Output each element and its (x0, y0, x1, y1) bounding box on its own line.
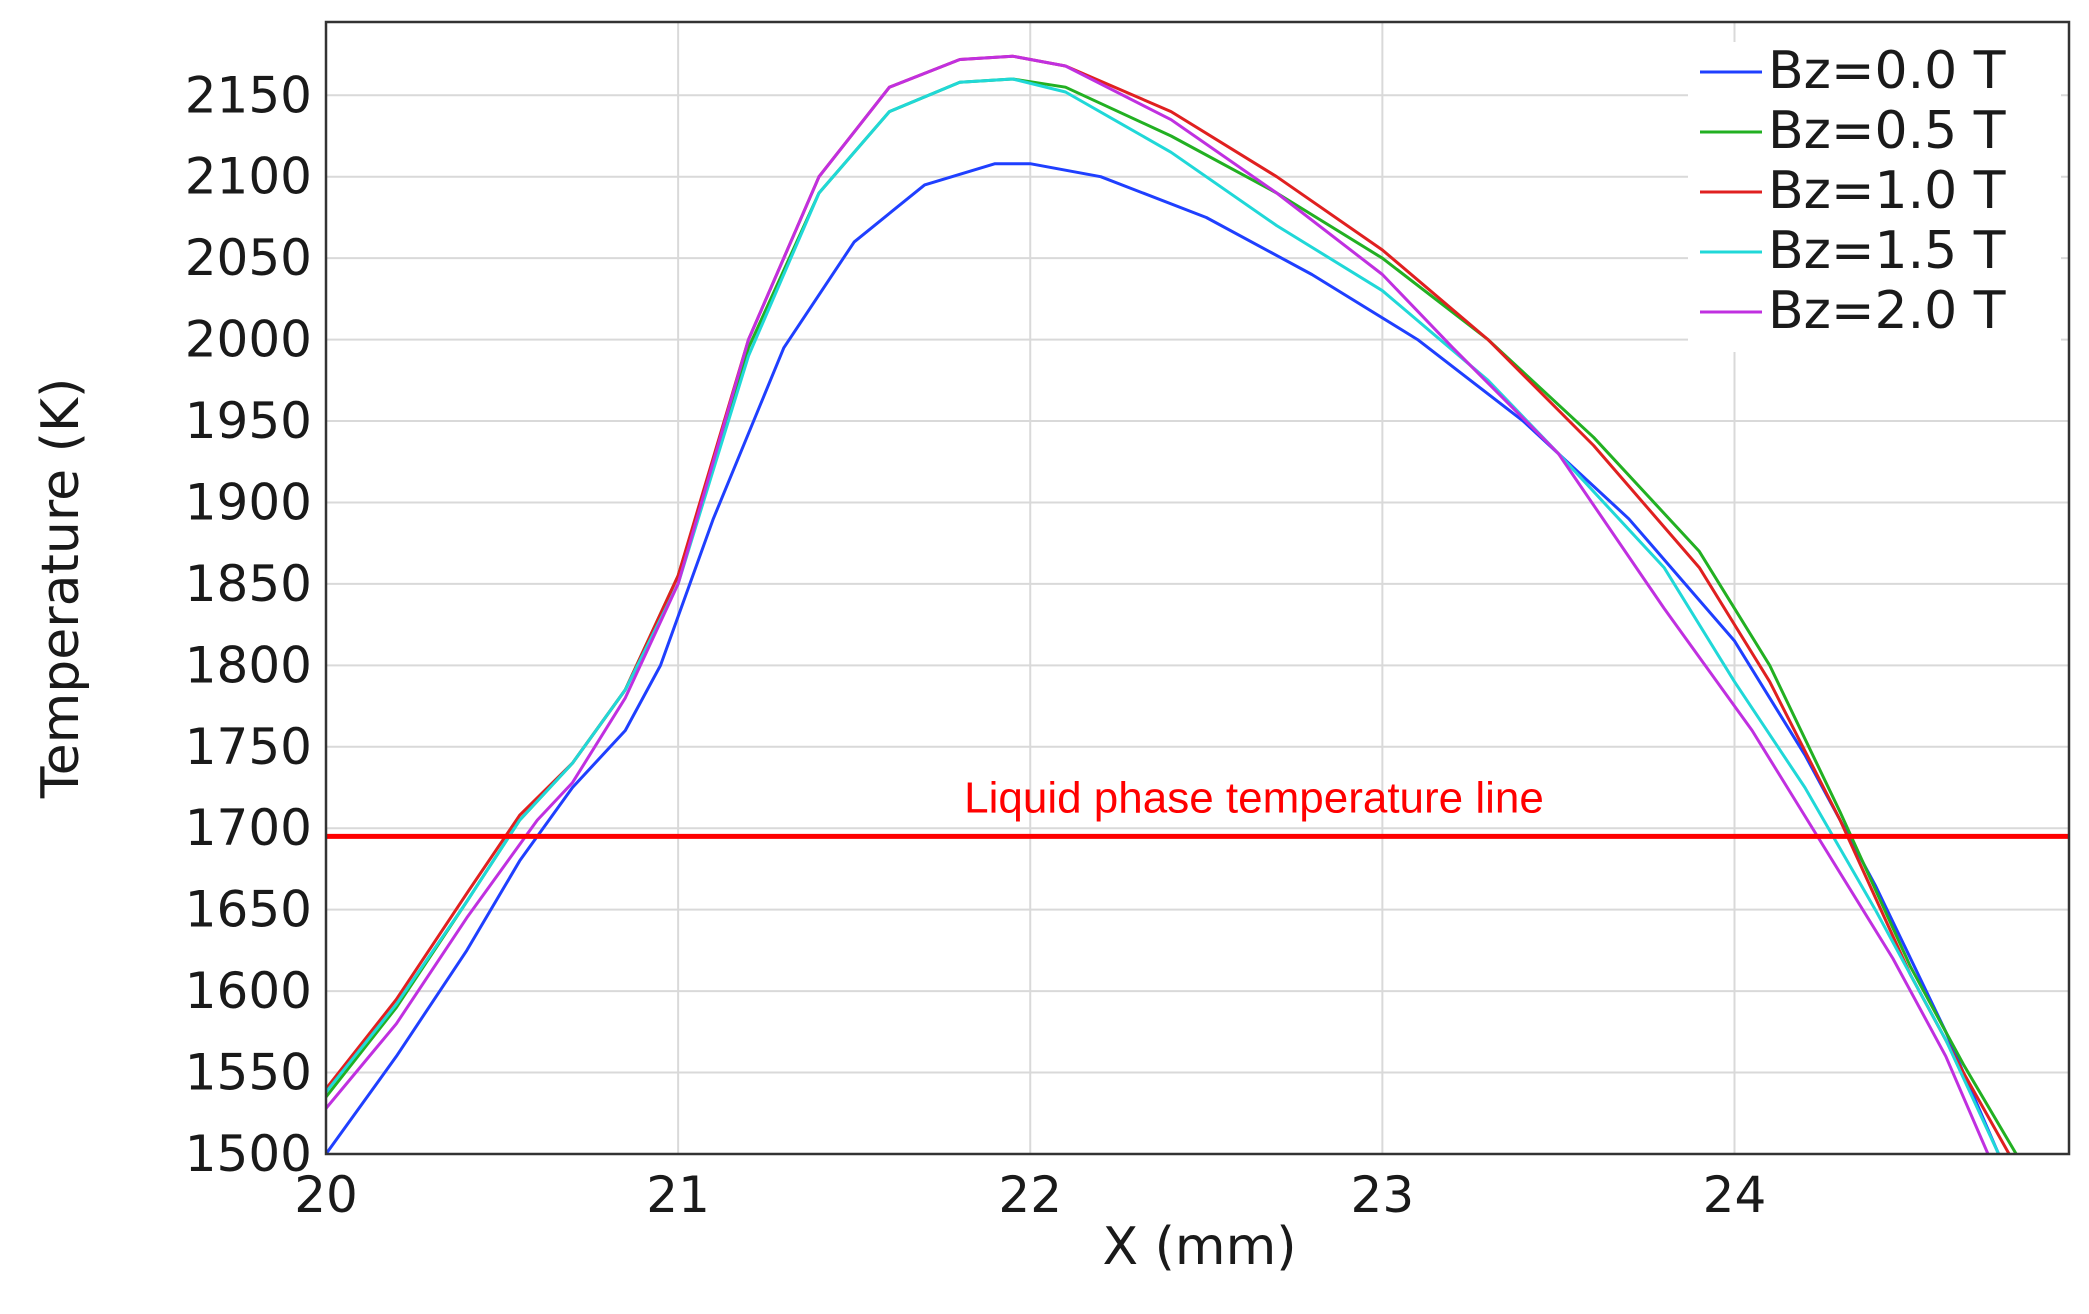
series-line-0 (326, 162, 2001, 1154)
plot-frame (324, 20, 2071, 1156)
x-tick-label: 23 (1351, 1166, 1415, 1224)
legend-label-0: Bz=0.0 T (1768, 41, 2006, 101)
y-tick-label: 1500 (185, 1125, 312, 1183)
legend-label-4: Bz=2.0 T (1768, 281, 2006, 341)
reference-line-group: Liquid phase temperature line (326, 773, 2069, 839)
x-tick-label: 22 (998, 1166, 1062, 1224)
legend-background (1688, 42, 2061, 352)
x-axis-title: X (mm) (1102, 1217, 1296, 1277)
y-tick-label: 2050 (185, 229, 312, 287)
series-line-3 (326, 77, 2001, 1154)
reference-line-label: Liquid phase temperature line (964, 773, 1544, 822)
y-tick-label: 1600 (185, 962, 312, 1020)
x-tick-label: 20 (294, 1166, 358, 1224)
y-tick-label: 1700 (185, 799, 312, 857)
x-tick-labels: 20 21 22 23 24 (294, 1166, 1766, 1224)
y-tick-label: 2150 (185, 66, 312, 124)
y-tick-label: 1800 (185, 636, 312, 694)
y-tick-label: 1950 (185, 392, 312, 450)
legend-label-1: Bz=0.5 T (1768, 101, 2006, 161)
legend: Bz=0.0 TBz=0.5 TBz=1.0 TBz=1.5 TBz=2.0 T (1688, 41, 2061, 352)
y-tick-label: 1850 (185, 555, 312, 613)
series-lines (326, 54, 2018, 1154)
legend-label-3: Bz=1.5 T (1768, 221, 2006, 281)
y-tick-label: 2000 (185, 311, 312, 369)
y-axis-title: Temperature (K) (31, 378, 91, 800)
x-tick-label: 21 (646, 1166, 710, 1224)
x-tick-label: 24 (1703, 1166, 1767, 1224)
series-line-4 (326, 54, 1990, 1154)
y-tick-labels: 1500 1550 1600 1650 1700 1750 1800 1850 1900 1950… (185, 66, 312, 1183)
y-tick-label: 1900 (185, 473, 312, 531)
y-tick-label: 1650 (185, 881, 312, 939)
y-tick-label: 2100 (185, 148, 312, 206)
y-tick-label: 1750 (185, 718, 312, 776)
y-tick-label: 1550 (185, 1044, 312, 1102)
legend-label-2: Bz=1.0 T (1768, 161, 2006, 221)
